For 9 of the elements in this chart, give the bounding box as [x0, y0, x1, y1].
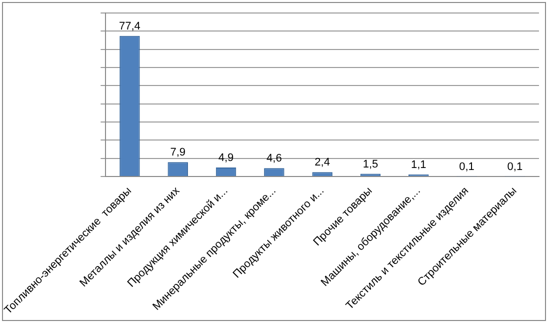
- data-label: 4,6: [266, 152, 282, 165]
- data-label: 2,4: [314, 156, 330, 169]
- data-label: 4,9: [218, 152, 234, 164]
- data-label: 0,1: [507, 160, 523, 173]
- data-label: 7,9: [170, 146, 186, 159]
- data-label: 1,5: [362, 158, 378, 170]
- data-label: 0,1: [459, 160, 474, 173]
- data-label: 1,1: [410, 158, 426, 171]
- data-label: 77,4: [119, 20, 140, 32]
